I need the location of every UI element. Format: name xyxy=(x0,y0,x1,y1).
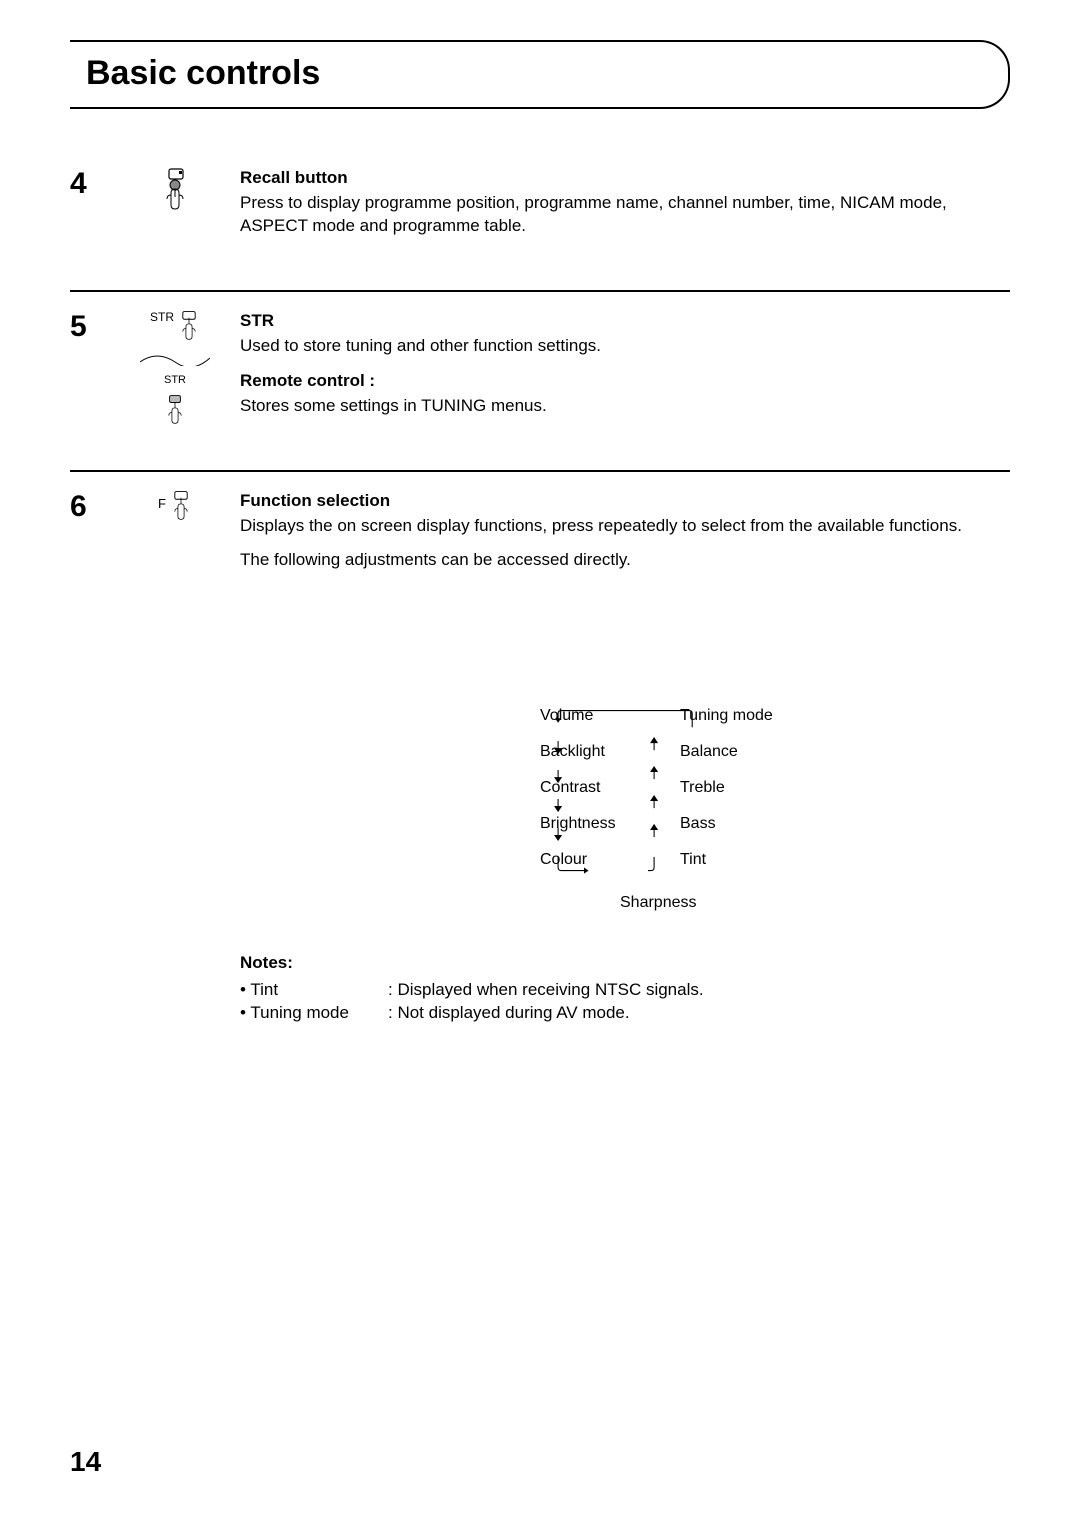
step-number: 6 xyxy=(70,490,110,524)
note-label: • Tint xyxy=(240,979,380,1002)
step-number: 4 xyxy=(70,167,110,201)
section-5: 5 STR STR STR Used to store tu xyxy=(70,292,1010,470)
icon-column xyxy=(130,167,220,211)
section-heading: Remote control : xyxy=(240,370,1010,393)
note-row: • Tint : Displayed when receiving NTSC s… xyxy=(240,979,1010,1002)
section-text: Recall button Press to display programme… xyxy=(240,167,1010,250)
str-button-icon xyxy=(178,310,200,344)
note-text: : Displayed when receiving NTSC signals. xyxy=(388,979,704,1002)
flow-bottom-item: Sharpness xyxy=(620,892,697,914)
flow-left-column: Volume Backlight Contrast Brightness Col… xyxy=(540,702,616,872)
section-body: Displays the on screen display functions… xyxy=(240,515,1010,538)
note-text: : Not displayed during AV mode. xyxy=(388,1002,630,1025)
recall-button-icon xyxy=(161,167,189,211)
str-remote-icon xyxy=(164,394,186,428)
page-number: 14 xyxy=(70,1446,101,1478)
section-6: 6 F Function selection Displays the on s… xyxy=(70,472,1010,1026)
section-body: The following adjustments can be accesse… xyxy=(240,549,1010,572)
flow-item: Colour xyxy=(540,846,616,872)
flow-item: Balance xyxy=(680,738,773,764)
page-title: Basic controls xyxy=(86,54,980,93)
section-body: Used to store tuning and other function … xyxy=(240,335,1010,358)
flow-item: Backlight xyxy=(540,738,616,764)
flow-right-column: Tuning mode Balance Treble Bass Tint xyxy=(680,702,773,872)
section-heading: STR xyxy=(240,310,1010,333)
icon-label: F xyxy=(158,496,166,511)
flow-item: Tint xyxy=(680,846,773,872)
notes-heading: Notes: xyxy=(240,952,1010,975)
flow-item: Bass xyxy=(680,810,773,836)
manual-page: Basic controls 4 Recall button Press to … xyxy=(0,0,1080,1528)
icon-label: STR xyxy=(164,374,186,386)
flow-item: Tuning mode xyxy=(680,702,773,728)
flow-item: Treble xyxy=(680,774,773,800)
section-text: Function selection Displays the on scree… xyxy=(240,490,1010,1026)
icon-column: STR STR xyxy=(130,310,220,428)
function-button-icon xyxy=(170,490,192,524)
note-label: • Tuning mode xyxy=(240,1002,380,1025)
icon-column: F xyxy=(130,490,220,524)
step-number: 5 xyxy=(70,310,110,344)
flow-item: Volume xyxy=(540,702,616,728)
section-text: STR Used to store tuning and other funct… xyxy=(240,310,1010,430)
flow-item: Brightness xyxy=(540,810,616,836)
section-body: Press to display programme position, pro… xyxy=(240,192,1010,238)
section-heading: Function selection xyxy=(240,490,1010,513)
page-title-box: Basic controls xyxy=(70,40,1010,109)
section-heading: Recall button xyxy=(240,167,1010,190)
wave-divider-icon xyxy=(140,352,210,366)
section-body: Stores some settings in TUNING menus. xyxy=(240,395,1010,418)
notes-block: Notes: • Tint : Displayed when receiving… xyxy=(240,952,1010,1025)
note-row: • Tuning mode : Not displayed during AV … xyxy=(240,1002,1010,1025)
flow-item: Contrast xyxy=(540,774,616,800)
section-4: 4 Recall button Press to display program… xyxy=(70,149,1010,290)
function-flow-diagram: Volume Backlight Contrast Brightness Col… xyxy=(390,682,1010,942)
icon-label: STR xyxy=(150,310,174,324)
